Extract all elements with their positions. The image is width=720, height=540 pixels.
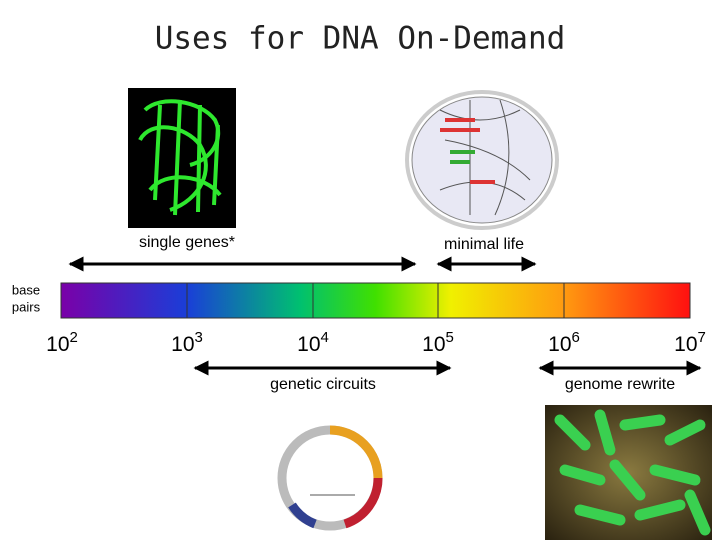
scale-base: 10 [46,333,69,356]
scale-base: 10 [422,333,445,356]
plasmid-diagram [277,425,383,531]
cell-diagram [405,90,559,230]
range-label: genetic circuits [270,376,376,393]
range-label: minimal life [444,236,524,253]
scale-base: 10 [297,333,320,356]
range-label: single genes* [139,234,235,251]
scale-label: 104 [297,329,329,356]
scale-label: 102 [46,329,78,356]
scale-label: 106 [548,329,580,356]
scale-exponent: 2 [70,329,78,346]
scale-labels: 102 103 104 105 106 107 [46,329,706,356]
axis-label: base [12,282,40,297]
scale-label: 103 [171,329,203,356]
axis-label: pairs [12,299,41,314]
scale-exponent: 6 [572,329,580,346]
bacteria-image [545,405,712,540]
scale-exponent: 5 [446,329,454,346]
scale-base: 10 [674,333,697,356]
scale-exponent: 3 [195,329,203,346]
range-label: genome rewrite [565,376,675,393]
scale-label: 107 [674,329,706,356]
scale-base: 10 [171,333,194,356]
scale-exponent: 7 [698,329,706,346]
scale-label: 105 [422,329,454,356]
protein-image [128,88,236,228]
scale-bar [60,282,691,319]
scale-base: 10 [548,333,571,356]
scale-dividers [186,283,565,318]
scale-exponent: 4 [321,329,329,346]
title: Uses for DNA On-Demand [155,21,566,57]
